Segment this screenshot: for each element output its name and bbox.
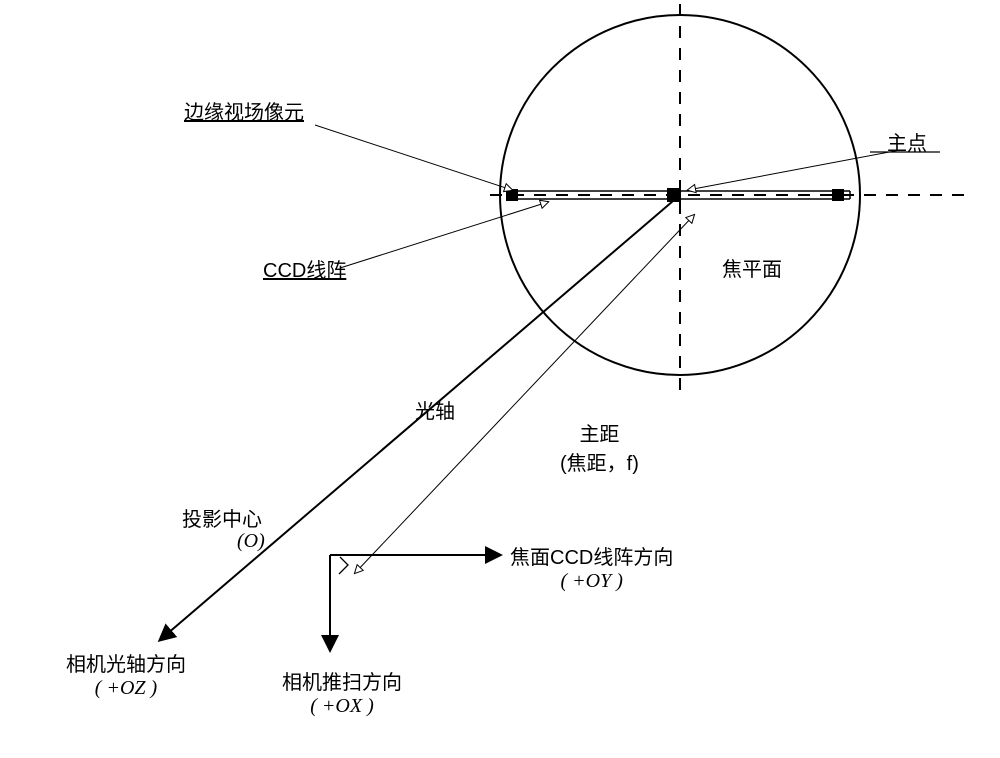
- label-ccd-array: CCD线阵: [263, 254, 346, 283]
- label-oz: 相机光轴方向 ( +OZ ): [66, 648, 186, 700]
- label-optical-axis: 光轴: [415, 395, 455, 424]
- label-principal-distance: 主距 (焦距，f): [560, 418, 639, 476]
- label-projection-center: 投影中心: [182, 503, 262, 532]
- label-focal-plane: 焦平面: [722, 253, 782, 282]
- label-oy: 焦面CCD线阵方向 ( +OY ): [510, 541, 673, 593]
- label-projection-center-sub: (O): [237, 530, 265, 553]
- label-edge-pixel: 边缘视场像元: [184, 96, 304, 125]
- diagram-svg: [0, 0, 1000, 758]
- label-ox: 相机推扫方向 ( +OX ): [282, 666, 402, 718]
- diagram-stage: 边缘视场像元 主点 CCD线阵 焦平面 光轴 主距 (焦距，f) 投影中心 (O…: [0, 0, 1000, 758]
- label-principal-point: 主点: [887, 127, 927, 156]
